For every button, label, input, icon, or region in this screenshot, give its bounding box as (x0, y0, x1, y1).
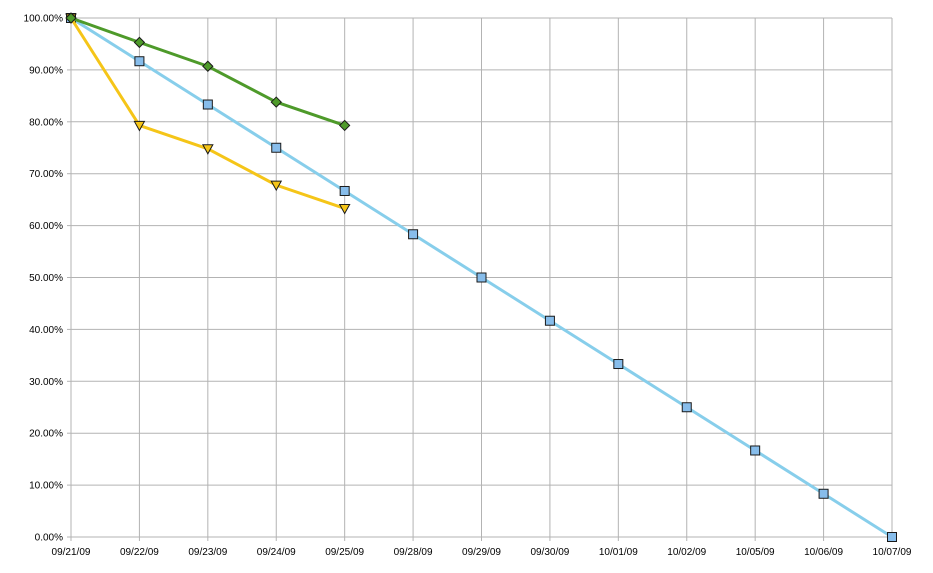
series-2-point (201, 144, 214, 155)
x-tick-label: 09/24/09 (257, 547, 296, 558)
series-3-point (202, 60, 214, 72)
series-3 (65, 12, 351, 132)
y-tick-label: 80.00% (29, 117, 63, 128)
x-tick-label: 09/30/09 (530, 547, 569, 558)
y-tick-label: 70.00% (29, 169, 63, 180)
series-layer (65, 12, 897, 542)
tick-label-layer: 0.00% 10.00% 20.00% 30.00% 40.00% 50.00% 60.00… (24, 14, 912, 559)
series-1-point (750, 445, 761, 456)
x-tick-label: 09/21/09 (52, 547, 91, 558)
x-tick-label: 10/05/09 (736, 547, 775, 558)
series-1-point (339, 185, 350, 196)
series-2-point (338, 203, 351, 215)
series-3-point (338, 119, 351, 132)
series-2 (65, 13, 351, 215)
x-tick-label: 10/01/09 (599, 547, 638, 558)
series-1-point (271, 142, 282, 153)
series-1-point (818, 488, 829, 499)
y-tick-label: 30.00% (29, 377, 63, 388)
series-1-point (476, 272, 487, 283)
x-tick-label: 09/25/09 (325, 547, 364, 558)
y-tick-label: 40.00% (29, 325, 63, 336)
series-3-point (133, 36, 146, 49)
series-2-point (270, 180, 283, 192)
series-2-point (133, 120, 146, 132)
y-tick-label: 10.00% (29, 481, 63, 492)
y-tick-label: 90.00% (29, 65, 63, 76)
series-1-point (613, 359, 624, 370)
x-tick-label: 09/29/09 (462, 547, 501, 558)
x-tick-label: 09/23/09 (188, 547, 227, 558)
series-1-point (202, 99, 213, 110)
y-tick-label: 50.00% (29, 273, 63, 284)
x-tick-label: 10/06/09 (804, 547, 843, 558)
x-tick-label: 09/28/09 (394, 547, 433, 558)
series-1-point (544, 315, 555, 326)
y-tick-label: 100.00% (24, 14, 64, 25)
x-tick-label: 10/02/09 (667, 547, 706, 558)
y-tick-label: 0.00% (35, 533, 63, 544)
y-tick-label: 60.00% (29, 221, 63, 232)
x-tick-label: 10/07/09 (873, 547, 912, 558)
series-1-point (887, 532, 897, 542)
series-1-point (681, 402, 692, 413)
y-tick-label: 20.00% (29, 429, 63, 440)
series-3-point (270, 96, 282, 108)
x-tick-label: 09/22/09 (120, 547, 159, 558)
series-1-point (134, 56, 145, 67)
series-1-point (408, 229, 419, 240)
series-3-point (65, 12, 77, 24)
